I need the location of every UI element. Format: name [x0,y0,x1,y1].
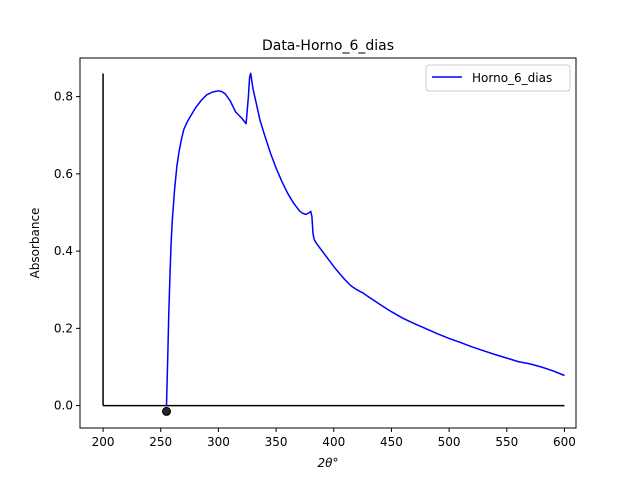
y-axis-label: Absorbance [28,208,42,279]
series-layer [165,72,565,406]
marker-layer [162,406,172,416]
chart-title: Data-Horno_6_dias [262,38,394,54]
legend-label: Horno_6_dias [472,71,552,85]
x-axis-label: 2θ° [318,456,339,470]
x-tick-label: 500 [438,435,461,449]
y-axis-ticks: 0.0 0.2 0.4 0.6 0.8 [54,90,80,413]
y-tick-label: 0.0 [54,399,73,413]
x-tick-label: 250 [149,435,172,449]
x-axis-ticks: 200 250 300 350 400 450 500 550 600 [92,428,576,449]
y-tick-label: 0.2 [54,321,73,335]
plot-area [80,58,576,428]
data-point-marker [162,406,172,416]
x-tick-label: 400 [322,435,345,449]
x-tick-label: 450 [380,435,403,449]
x-tick-label: 600 [553,435,576,449]
legend-box [425,64,571,92]
axis-lines [102,73,565,407]
y-tick-label: 0.8 [54,90,73,104]
x-tick-label: 200 [92,435,115,449]
y-tick-label: 0.6 [54,167,73,181]
x-tick-label: 550 [495,435,518,449]
x-tick-label: 300 [207,435,230,449]
y-tick-label: 0.4 [54,244,73,258]
plot-frame [79,57,577,429]
series-line [165,72,565,406]
legend: Horno_6_dias [425,64,571,92]
x-tick-label: 350 [265,435,288,449]
